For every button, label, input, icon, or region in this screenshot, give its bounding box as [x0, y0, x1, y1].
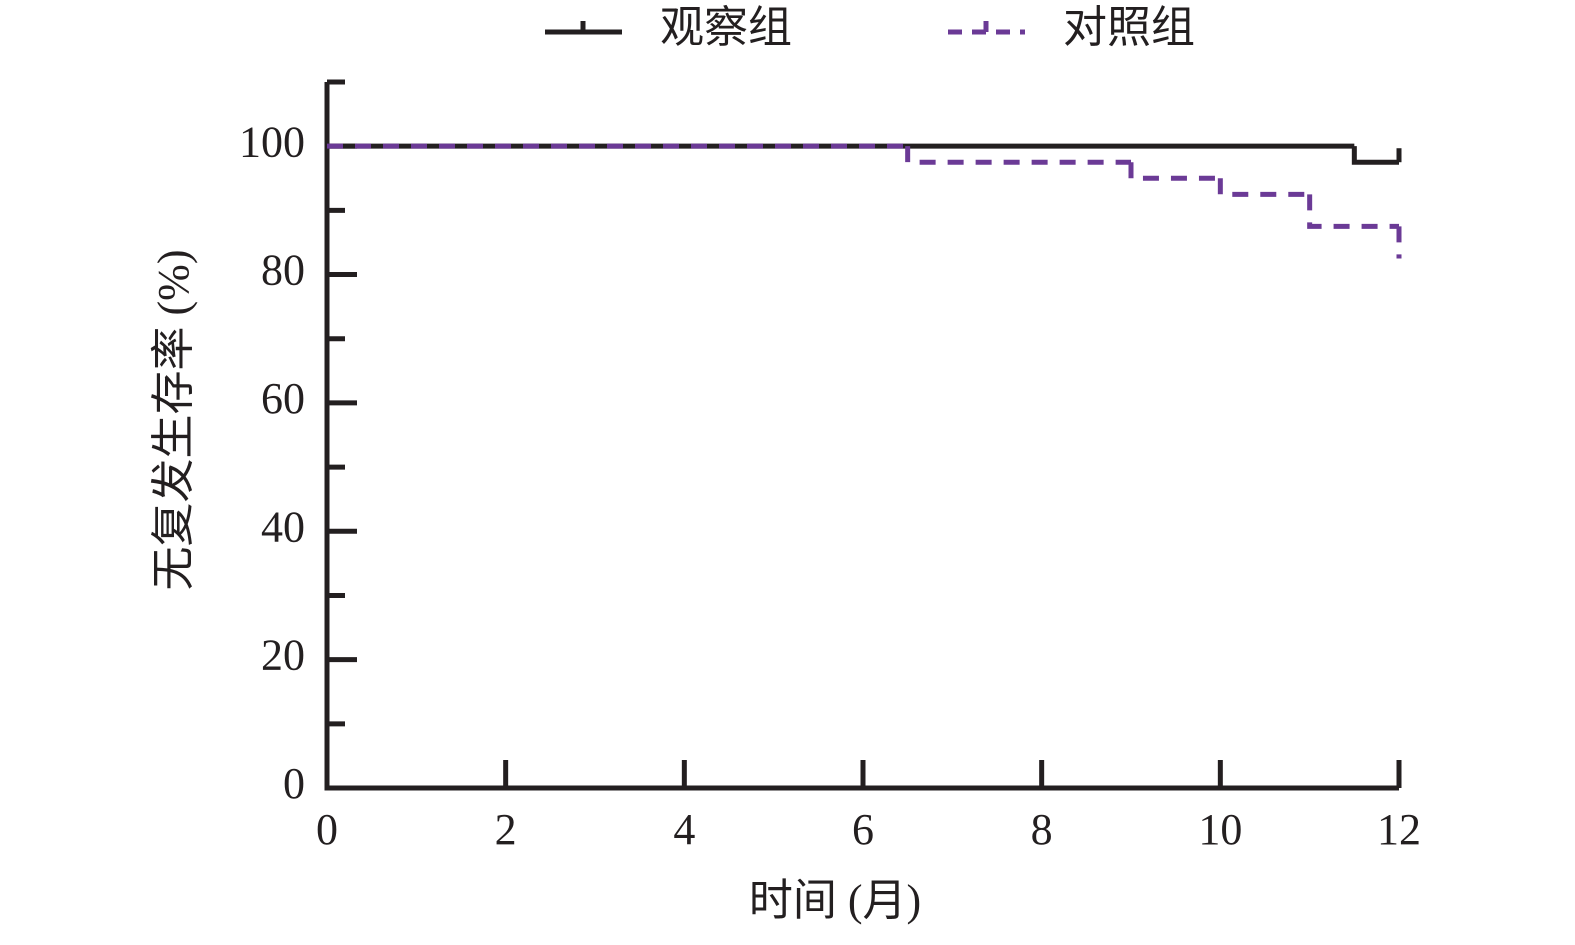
y-tick-label: 40	[261, 502, 305, 551]
x-tick-label: 8	[1031, 805, 1053, 854]
survival-step	[1307, 194, 1399, 229]
survival-step	[1217, 178, 1310, 197]
x-tick-label: 12	[1377, 805, 1421, 854]
survival-step	[1351, 146, 1399, 165]
y-tick-label: 60	[261, 374, 305, 423]
x-tick-label: 2	[495, 805, 517, 854]
y-tick-label: 0	[283, 759, 305, 808]
legend-label: 对照组	[1063, 3, 1195, 52]
x-tick-label: 0	[316, 805, 338, 854]
x-tick-label: 4	[673, 805, 695, 854]
axes	[324, 82, 1399, 791]
y-tick-label: 100	[239, 117, 305, 166]
y-tick-label: 20	[261, 631, 305, 680]
x-axis-label: 时间 (月)	[749, 876, 921, 925]
y-axis-label: 无复发生存率 (%)	[149, 250, 198, 591]
x-tick-label: 10	[1198, 805, 1242, 854]
survival-step	[1128, 162, 1221, 181]
survival-step	[905, 146, 1131, 165]
legend-label: 观察组	[660, 3, 792, 52]
y-tick-label: 80	[261, 246, 305, 295]
x-tick-label: 6	[852, 805, 874, 854]
